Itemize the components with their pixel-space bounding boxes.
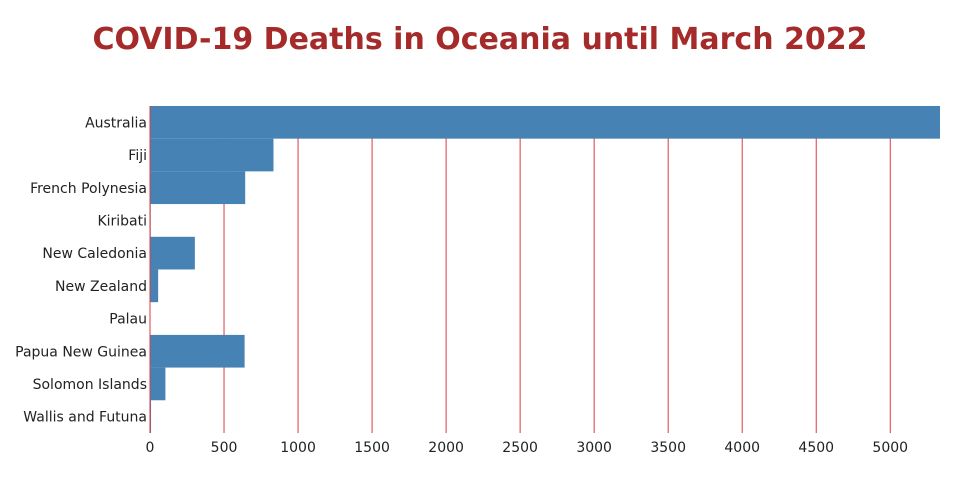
y-tick-label: Solomon Islands bbox=[33, 377, 147, 393]
y-tick-label: Fiji bbox=[128, 148, 147, 164]
x-tick-label: 4500 bbox=[798, 440, 834, 456]
bar bbox=[150, 400, 152, 433]
x-tick-label: 0 bbox=[146, 440, 155, 456]
bar bbox=[150, 171, 246, 205]
x-tick-label: 3000 bbox=[576, 440, 612, 456]
x-tick-label: 5000 bbox=[872, 440, 908, 456]
bar bbox=[150, 106, 940, 139]
x-tick-label: 1500 bbox=[354, 440, 390, 456]
bar bbox=[150, 367, 166, 401]
bar bbox=[150, 236, 195, 270]
x-tick-label: 1000 bbox=[280, 440, 316, 456]
y-tick-label: New Zealand bbox=[55, 279, 147, 295]
grid-layer bbox=[223, 106, 891, 433]
x-tick-label: 3500 bbox=[650, 440, 686, 456]
bar bbox=[150, 269, 159, 303]
x-tick-label: 500 bbox=[211, 440, 238, 456]
bar bbox=[150, 138, 274, 172]
chart-title: COVID-19 Deaths in Oceania until March 2… bbox=[92, 22, 868, 57]
y-tick-label: Palau bbox=[109, 312, 147, 328]
axis-layer: 0 500 1000 1500 2000 2500 3000 3500 4000 4500 5000… bbox=[15, 106, 908, 456]
x-tick-label: 2000 bbox=[428, 440, 464, 456]
y-tick-label: Kiribati bbox=[97, 213, 147, 229]
x-tick-label: 4000 bbox=[724, 440, 760, 456]
y-tick-label: Australia bbox=[85, 115, 147, 131]
bar bbox=[150, 334, 245, 368]
y-tick-label: Wallis and Futuna bbox=[23, 410, 147, 426]
y-tick-label: New Caledonia bbox=[42, 246, 147, 262]
x-tick-label: 2500 bbox=[502, 440, 538, 456]
y-tick-label: French Polynesia bbox=[30, 181, 147, 197]
bar-layer bbox=[150, 106, 940, 433]
y-tick-label: Papua New Guinea bbox=[15, 344, 147, 360]
